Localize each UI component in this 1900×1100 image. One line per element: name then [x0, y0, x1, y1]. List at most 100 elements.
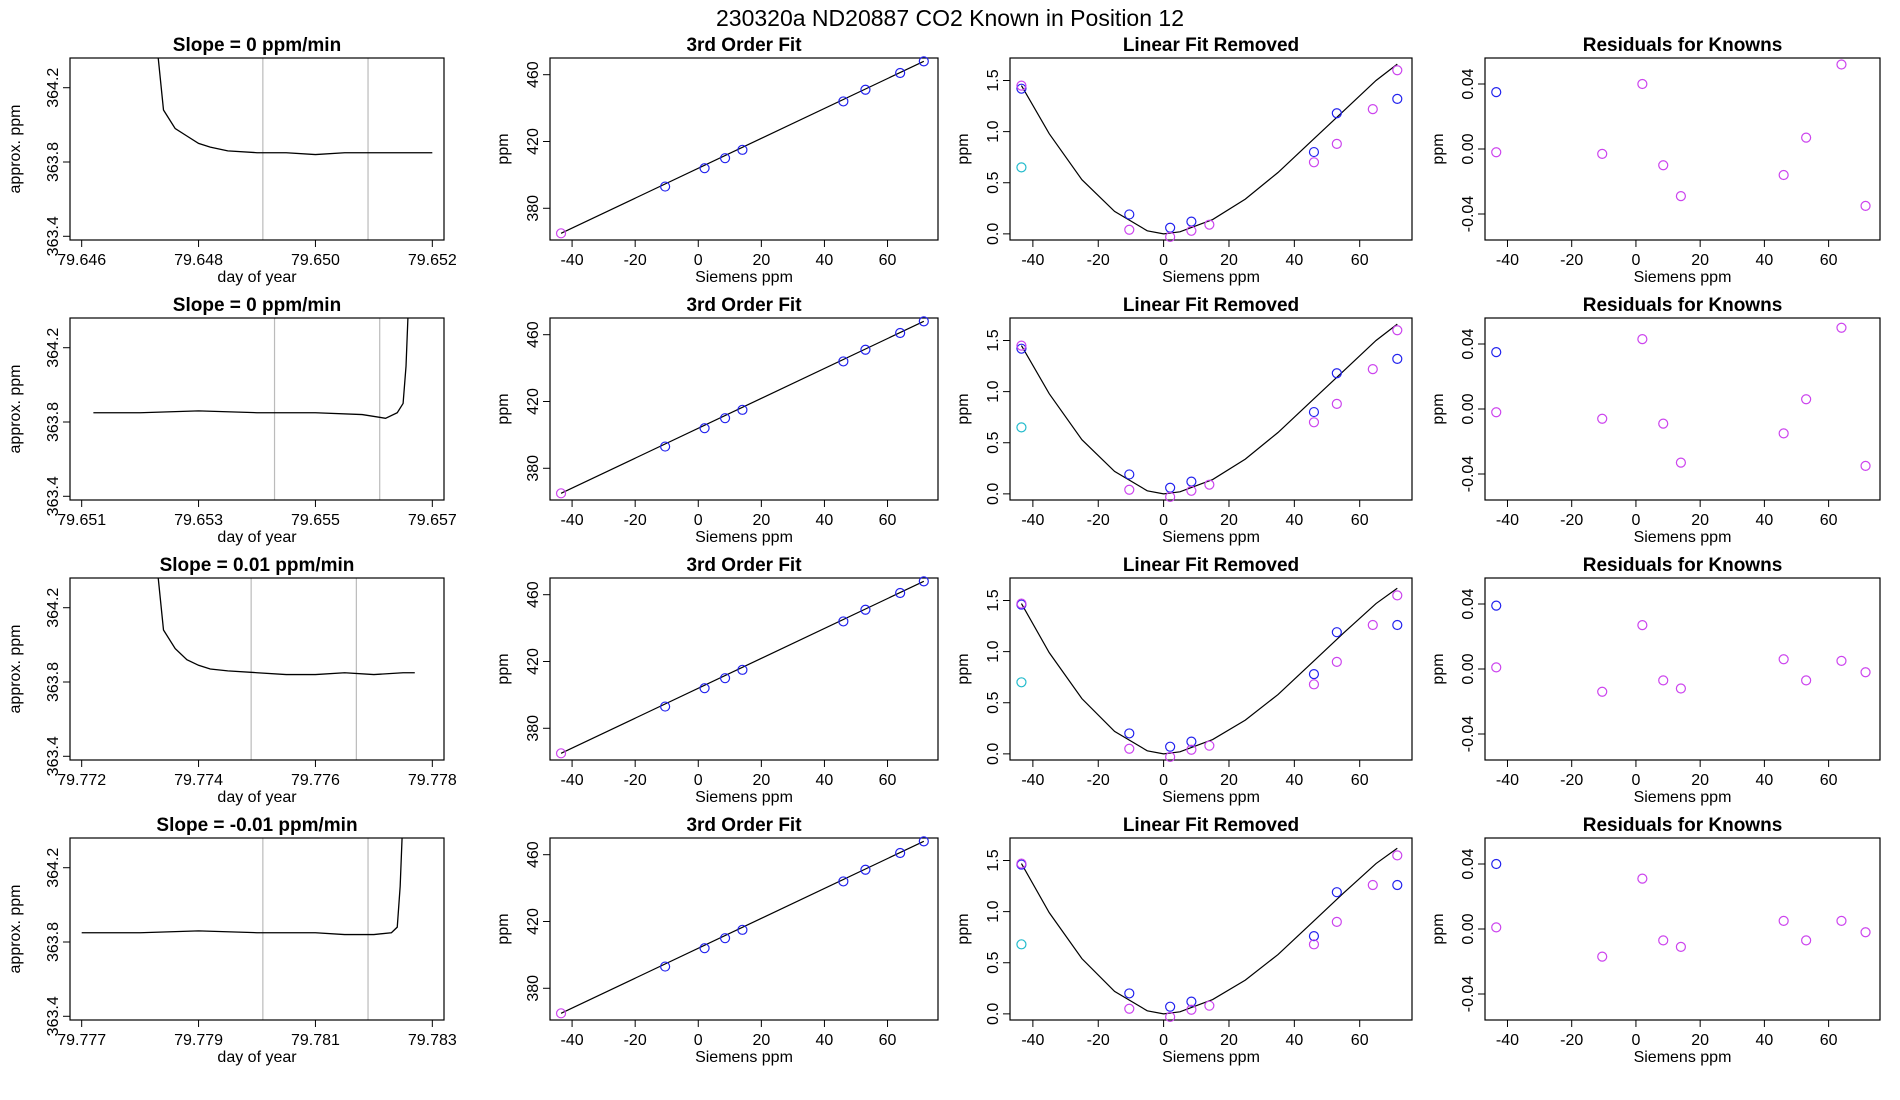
y-tick-label: 364.2 — [45, 328, 62, 368]
panel-title: Residuals for Knowns — [1583, 295, 1783, 316]
plot-frame — [1484, 57, 1881, 241]
point-blue — [860, 864, 871, 875]
x-tick-label: 20 — [1691, 772, 1709, 789]
y-tick-label: 1.5 — [985, 329, 1002, 351]
y-tick-label: 1.0 — [985, 380, 1002, 402]
x-tick-label: 79.781 — [291, 1032, 340, 1049]
x-axis-label: day of year — [217, 529, 297, 546]
panel-r3-c2: 3rd Order Fit -40 -20 0 20 40 60 Siemens ppm 380… — [495, 555, 939, 806]
panel-title: Slope = 0.01 ppm/min — [160, 555, 355, 576]
x-axis-label: Siemens ppm — [1162, 1049, 1260, 1066]
point-magenta — [1392, 590, 1403, 601]
point-magenta — [1637, 334, 1648, 345]
point-magenta — [1801, 675, 1812, 686]
x-tick-label: 60 — [879, 772, 897, 789]
y-tick-label: 0.5 — [985, 952, 1002, 974]
x-tick-label: 79.779 — [174, 1032, 223, 1049]
point-magenta — [1308, 679, 1320, 690]
x-axis-label: Siemens ppm — [695, 1049, 793, 1066]
plot-frame — [549, 57, 939, 241]
point-blue — [1491, 600, 1502, 611]
y-tick-label: 363.4 — [45, 476, 62, 516]
panel-title: Slope = 0 ppm/min — [173, 295, 341, 316]
panel-title: 3rd Order Fit — [686, 555, 802, 576]
plot-frame — [1009, 837, 1413, 1021]
point-magenta — [1778, 428, 1789, 439]
y-tick-label: 1.5 — [985, 849, 1002, 871]
x-axis-label: Siemens ppm — [1162, 529, 1260, 546]
panel-title: 3rd Order Fit — [686, 295, 802, 316]
point-blue — [699, 423, 710, 434]
plot-frame — [549, 577, 939, 761]
ppm-trace-line — [157, 578, 415, 676]
point-blue — [719, 673, 731, 684]
y-tick-label: 0.04 — [1460, 328, 1477, 359]
x-tick-label: 60 — [879, 512, 897, 529]
plot-frame — [1009, 577, 1413, 761]
panel-r4-c2: 3rd Order Fit -40 -20 0 20 40 60 Siemens ppm 380… — [495, 815, 939, 1066]
y-tick-label: 0.04 — [1460, 68, 1477, 99]
panel-r2-c4: Residuals for Knowns -40 -20 0 20 40 60 Siemens… — [1430, 295, 1881, 546]
point-blue — [1392, 353, 1403, 364]
y-axis-label: ppm — [1430, 913, 1447, 944]
point-magenta — [1836, 322, 1847, 333]
x-tick-label: 20 — [1220, 772, 1238, 789]
y-axis-label: ppm — [955, 653, 972, 684]
x-tick-label: -40 — [1496, 1032, 1519, 1049]
x-tick-label: 79.652 — [408, 252, 457, 269]
x-tick-label: -40 — [1496, 512, 1519, 529]
point-blue — [699, 943, 710, 954]
point-magenta — [1836, 915, 1847, 926]
x-tick-label: 20 — [1220, 512, 1238, 529]
point-magenta — [1367, 619, 1378, 631]
x-tick-label: -40 — [1496, 252, 1519, 269]
x-tick-label: -20 — [1560, 772, 1583, 789]
panel-r4-c3: Linear Fit Removed -40 -20 0 20 40 60 Siemens p… — [955, 815, 1413, 1066]
point-magenta — [1392, 850, 1403, 861]
panel-r3-c3: Linear Fit Removed -40 -20 0 20 40 60 Siemens p… — [955, 555, 1413, 806]
x-tick-label: 40 — [1755, 1032, 1773, 1049]
point-blue — [918, 576, 929, 587]
point-blue — [660, 441, 671, 452]
x-tick-label: 20 — [1220, 1032, 1238, 1049]
panel-r4-c1: Slope = -0.01 ppm/min 79.777 79.779 79.781 7… — [7, 815, 457, 1066]
y-tick-label: 0.0 — [985, 1003, 1002, 1025]
x-tick-label: 40 — [1755, 772, 1773, 789]
fit-line — [560, 320, 925, 494]
point-magenta — [1331, 138, 1342, 149]
x-tick-label: 20 — [1691, 252, 1709, 269]
fit-curve — [1020, 847, 1398, 1015]
y-tick-label: 0.5 — [985, 172, 1002, 194]
panel-r1-c4: Residuals for Knowns -40 -20 0 20 40 60 Siemens… — [1430, 35, 1881, 286]
y-tick-label: 0.00 — [1460, 913, 1477, 944]
panel-r2-c3: Linear Fit Removed -40 -20 0 20 40 60 Siemens p… — [955, 295, 1413, 546]
point-magenta — [1331, 398, 1342, 409]
panel-r1-c2: 3rd Order Fit -40 -20 0 20 40 60 Siemens ppm 380… — [495, 35, 939, 286]
point-magenta — [1124, 484, 1135, 495]
point-blue — [838, 616, 849, 627]
point-blue — [660, 961, 671, 972]
x-tick-label: 0 — [1631, 1032, 1640, 1049]
panel-r1-c1: Slope = 0 ppm/min 79.646 79.648 79.650 79.65… — [7, 35, 457, 286]
x-tick-label: 60 — [1820, 512, 1838, 529]
x-tick-label: -40 — [1021, 1032, 1044, 1049]
point-blue — [660, 181, 671, 192]
point-magenta — [1392, 65, 1403, 76]
y-tick-label: 460 — [525, 841, 542, 868]
ppm-trace-line — [157, 58, 433, 156]
point-magenta — [1637, 873, 1648, 884]
point-magenta — [1367, 364, 1378, 375]
y-tick-label: 1.0 — [985, 120, 1002, 142]
y-tick-label: 363.4 — [45, 216, 62, 256]
x-tick-label: 40 — [1755, 512, 1773, 529]
point-magenta — [1204, 219, 1215, 230]
point-cyan — [1016, 162, 1027, 173]
x-tick-label: 60 — [1351, 772, 1369, 789]
x-tick-label: 0 — [694, 252, 703, 269]
point-magenta — [1124, 224, 1135, 235]
point-blue — [1392, 93, 1403, 104]
point-magenta — [1597, 686, 1608, 697]
x-tick-label: 0 — [1631, 772, 1640, 789]
point-magenta — [555, 488, 567, 499]
point-magenta — [1637, 620, 1648, 631]
